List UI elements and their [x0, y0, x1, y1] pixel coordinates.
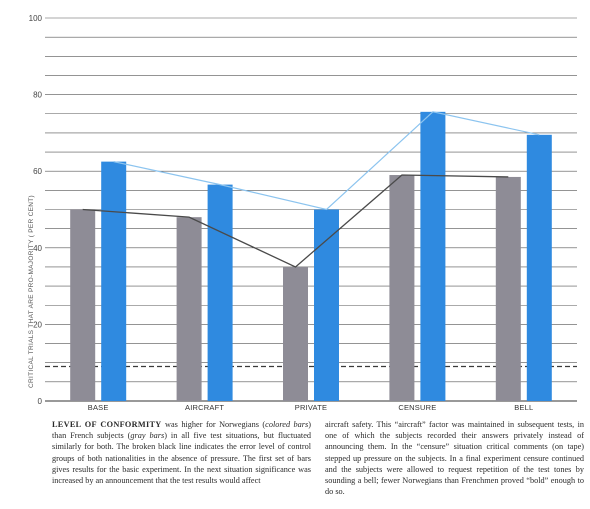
- french-bar: [495, 176, 521, 401]
- norwegian-bar: [314, 209, 339, 401]
- french-bar: [389, 175, 415, 401]
- norwegian-trend-line: [113, 111, 540, 211]
- caption-text: aircraft safety. This “aircraft” factor …: [325, 420, 584, 497]
- caption-text: was higher for Norwegians (: [161, 420, 266, 429]
- caption-italic: colored bars: [265, 420, 309, 429]
- axis-labels: 0 20 40 60 80 100 BASE AIRCRAFT PRIVATE CENSURE BE…: [29, 14, 534, 412]
- x-category-label: AIRCRAFT: [185, 403, 224, 412]
- x-category-label: BASE: [88, 403, 109, 412]
- y-tick-label: 60: [33, 167, 42, 176]
- x-category-label: CENSURE: [398, 403, 436, 412]
- norwegian-bar: [420, 111, 446, 402]
- y-tick-label: 0: [38, 397, 43, 406]
- caption-column-2: aircraft safety. This “aircraft” factor …: [325, 419, 584, 503]
- norwegian-bar: [207, 184, 233, 401]
- gridlines: [45, 17, 577, 402]
- french-bar: [283, 266, 308, 401]
- bars: [70, 111, 552, 402]
- caption-lead: LEVEL OF CONFORMITY: [52, 420, 162, 429]
- caption-text: ) than French subjects (: [52, 420, 311, 441]
- x-category-label: PRIVATE: [295, 403, 327, 412]
- y-tick-label: 40: [33, 244, 42, 253]
- caption-text: ) in all five test situations, but fluct…: [52, 431, 311, 486]
- caption-column-1: LEVEL OF CONFORMITY was higher for Norwe…: [52, 419, 311, 503]
- french-bar: [70, 209, 96, 401]
- norwegian-bar: [526, 134, 552, 401]
- caption-italic: gray bars: [130, 431, 165, 441]
- y-tick-label: 20: [33, 320, 42, 329]
- y-tick-label: 80: [33, 91, 42, 100]
- y-axis-label: CRITICAL TRIALS THAT ARE PRO-MAJORITY ( …: [28, 195, 35, 388]
- x-category-label: BELL: [514, 403, 533, 412]
- conformity-chart: 0 20 40 60 80 100 BASE AIRCRAFT PRIVATE CENSURE BE…: [28, 14, 577, 412]
- figure-caption: LEVEL OF CONFORMITY was higher for Norwe…: [52, 419, 584, 503]
- series-lines: [82, 111, 540, 268]
- french-bar: [176, 217, 202, 401]
- norwegian-bar: [101, 161, 127, 401]
- y-tick-label: 100: [29, 14, 43, 23]
- french-trend-line: [82, 174, 509, 268]
